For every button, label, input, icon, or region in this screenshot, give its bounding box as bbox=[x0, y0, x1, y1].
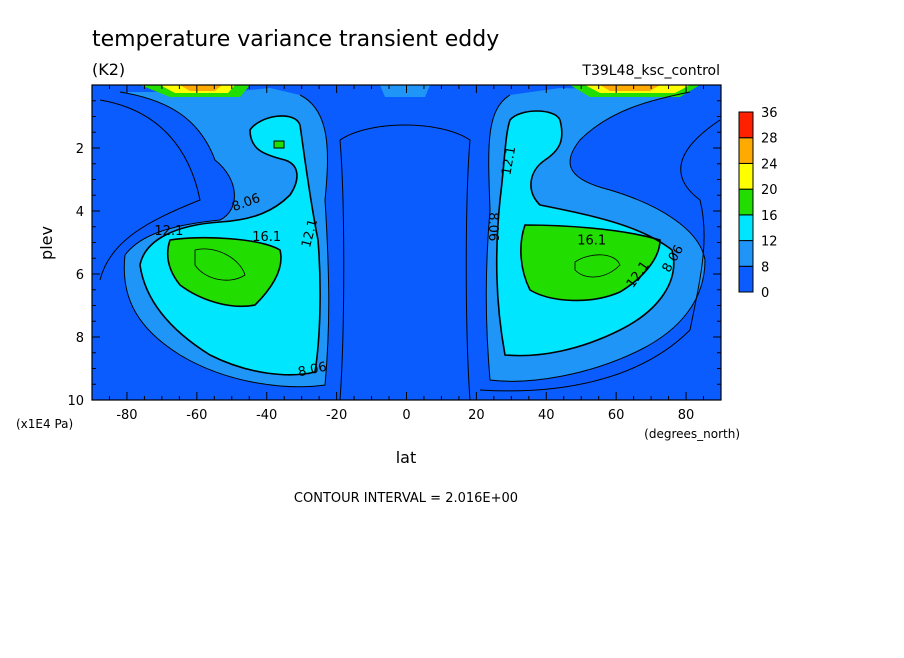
contour-label: 8.06 bbox=[485, 212, 500, 241]
chart-title: temperature variance transient eddy bbox=[92, 27, 499, 52]
x-tick-label: 80 bbox=[678, 408, 695, 423]
colorbar-level-label: 12 bbox=[761, 235, 778, 250]
colorbar-level-label: 8 bbox=[761, 260, 769, 275]
colorbar-swatch bbox=[738, 111, 754, 139]
contour-label-group: 12.1 bbox=[299, 218, 321, 250]
y-axis: 2 4 6 8 10 bbox=[67, 100, 721, 409]
contour-label-group: 16.1 bbox=[252, 230, 281, 245]
contour-label: 12.1 bbox=[154, 224, 183, 239]
units-label: (K2) bbox=[92, 60, 125, 79]
colorbar-level-label: 24 bbox=[761, 157, 778, 172]
colorbar-level-label: 0 bbox=[761, 286, 769, 301]
contour-field bbox=[92, 85, 721, 400]
y-tick-label: 2 bbox=[76, 142, 84, 157]
x-tick-label: 20 bbox=[468, 408, 485, 423]
small-green-patch bbox=[273, 140, 285, 149]
x-tick-label: -20 bbox=[326, 408, 347, 423]
colorbar-level-label: 20 bbox=[761, 183, 778, 198]
left-top-jet-orange bbox=[180, 85, 222, 91]
contour-interval-footer: CONTOUR INTERVAL = 2.016E+00 bbox=[294, 491, 518, 506]
equator-top-patch bbox=[380, 85, 430, 97]
colorbar-swatch bbox=[738, 240, 754, 267]
x-axis-units: (degrees_north) bbox=[644, 427, 740, 441]
contour-label-group: 8.06 bbox=[297, 360, 328, 381]
contour-label-group: 8.06 bbox=[485, 212, 500, 241]
y-tick-label: 8 bbox=[76, 331, 84, 346]
contour-label: 12.1 bbox=[299, 218, 321, 250]
colorbar-swatch bbox=[738, 137, 754, 164]
colorbar-level-label: 16 bbox=[761, 209, 778, 224]
dataset-label: T39L48_ksc_control bbox=[581, 63, 720, 79]
y-tick-label: 6 bbox=[76, 268, 84, 283]
x-tick-label: -60 bbox=[186, 408, 207, 423]
x-tick-label: -40 bbox=[256, 408, 277, 423]
contour-label-group: 16.1 bbox=[577, 233, 606, 248]
right-band-16-20 bbox=[520, 225, 660, 301]
x-axis: -80 -60 -40 -20 0 20 40 60 80 bbox=[108, 85, 705, 423]
colorbar-swatch bbox=[738, 162, 754, 190]
y-tick-label: 4 bbox=[76, 205, 84, 220]
colorbar-swatch bbox=[738, 265, 754, 293]
colorbar: 0 8 12 16 20 24 28 36 bbox=[738, 106, 778, 301]
x-axis-label: lat bbox=[396, 448, 417, 467]
left-band-16-20 bbox=[167, 237, 281, 307]
x-tick-label: 0 bbox=[402, 408, 410, 423]
colorbar-level-label: 28 bbox=[761, 132, 778, 147]
colorbar-swatch bbox=[738, 188, 754, 216]
right-top-jet-orange bbox=[600, 85, 660, 91]
contour-label-group: 12.1 bbox=[154, 224, 183, 239]
y-axis-label: plev bbox=[37, 226, 56, 260]
colorbar-swatch bbox=[738, 214, 754, 242]
contour-label-group: 12.1 bbox=[499, 145, 519, 176]
y-tick-label: 10 bbox=[67, 394, 84, 409]
colorbar-level-label: 36 bbox=[761, 106, 778, 121]
x-tick-label: 40 bbox=[538, 408, 555, 423]
contour-label: 16.1 bbox=[577, 233, 606, 248]
contour-label: 12.1 bbox=[499, 145, 519, 176]
contour-label: 8.06 bbox=[297, 360, 328, 381]
y-axis-units: (x1E4 Pa) bbox=[16, 417, 73, 431]
x-tick-label: -80 bbox=[116, 408, 137, 423]
x-tick-label: 60 bbox=[608, 408, 625, 423]
contour-label: 16.1 bbox=[252, 230, 281, 245]
